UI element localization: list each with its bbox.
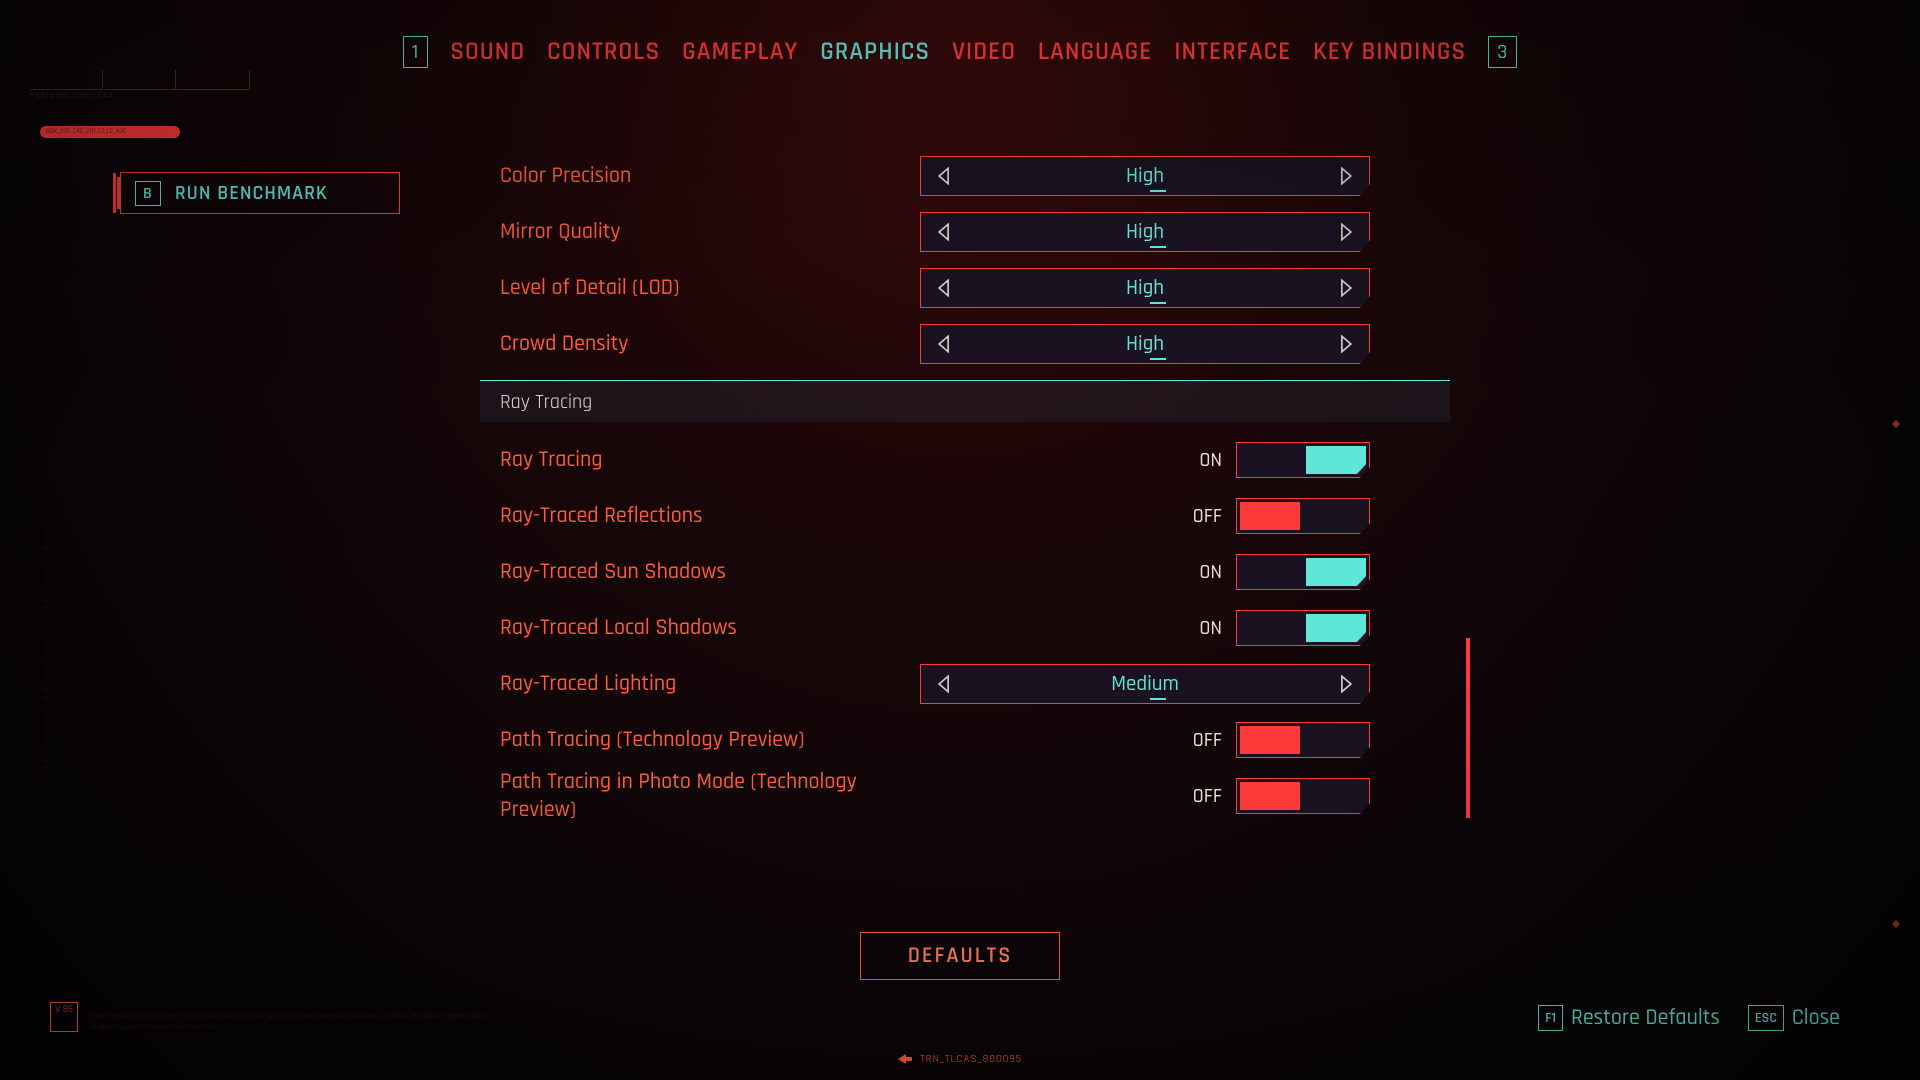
section-header-ray-tracing: Ray Tracing — [480, 380, 1450, 422]
toggle-state-label: OFF — [1193, 783, 1222, 809]
setting-label: Ray-Traced Sun Shadows — [480, 558, 920, 586]
tab-video[interactable]: VIDEO — [952, 36, 1016, 68]
restore-label: Restore Defaults — [1571, 1004, 1720, 1032]
selector-ray-traced-lighting[interactable]: Medium — [920, 664, 1370, 704]
selector-value: High — [965, 275, 1325, 302]
bottom-center-decor: TRN_TLCAS_800095 — [898, 1052, 1022, 1066]
setting-label: Path Tracing in Photo Mode (Technology P… — [480, 768, 920, 824]
selector-value: High — [965, 331, 1325, 358]
tab-sound[interactable]: SOUND — [450, 36, 525, 68]
setting-row: Path Tracing (Technology Preview) OFF — [480, 712, 1450, 768]
setting-row: Color Precision High — [480, 148, 1450, 204]
setting-label: Ray-Traced Local Shadows — [480, 614, 920, 642]
toggle-ray-traced-local-shadows[interactable] — [1236, 610, 1370, 646]
tab-interface[interactable]: INTERFACE — [1174, 36, 1291, 68]
scrollbar[interactable] — [1466, 638, 1470, 818]
side-text: 45_90000-00 90 AB/10 0E8000-1690 — [42, 250, 54, 770]
close-key: ESC — [1748, 1005, 1784, 1031]
setting-label: Color Precision — [480, 162, 920, 190]
setting-label: Ray Tracing — [480, 446, 920, 474]
selector-value: High — [965, 219, 1325, 246]
selector-value: Medium — [965, 671, 1325, 698]
tab-language[interactable]: LANGUAGE — [1038, 36, 1152, 68]
restore-key: F1 — [1538, 1005, 1563, 1031]
arrow-left-icon[interactable] — [921, 157, 965, 195]
settings-panel: Color Precision High Mirror Quality High… — [480, 148, 1450, 824]
arrow-left-icon[interactable] — [921, 269, 965, 307]
footer-shortcuts: F1 Restore Defaults ESC Close — [1538, 1004, 1840, 1032]
toggle-state-label: ON — [1199, 615, 1222, 641]
setting-label: Mirror Quality — [480, 218, 920, 246]
setting-label: Level of Detail (LOD) — [480, 274, 920, 302]
toggle-state-label: OFF — [1193, 503, 1222, 529]
setting-row: Level of Detail (LOD) High — [480, 260, 1450, 316]
selector-value: High — [965, 163, 1325, 190]
toggle-state-label: ON — [1199, 447, 1222, 473]
selector-level-of-detail-lod[interactable]: High — [920, 268, 1370, 308]
setting-row: Ray-Traced Lighting Medium — [480, 656, 1450, 712]
setting-row: Ray-Traced Reflections OFF — [480, 488, 1450, 544]
arrow-left-icon[interactable] — [921, 325, 965, 363]
benchmark-key: B — [135, 181, 161, 206]
left-decor: PROTOCOL 6520-A44 BRK_256_CKE_201_C1_L2_… — [30, 70, 250, 138]
toggle-state-label: OFF — [1193, 727, 1222, 753]
run-benchmark-button[interactable]: B RUN BENCHMARK — [120, 172, 400, 214]
setting-row: Ray-Traced Sun Shadows ON — [480, 544, 1450, 600]
setting-row: Crowd Density High — [480, 316, 1450, 372]
close-shortcut[interactable]: ESC Close — [1748, 1004, 1840, 1032]
arrow-left-icon[interactable] — [921, 665, 965, 703]
nav-prev-key[interactable]: 1 — [403, 36, 428, 68]
toggle-state-label: ON — [1199, 559, 1222, 585]
setting-row: Ray-Traced Local Shadows ON — [480, 600, 1450, 656]
toggle-ray-tracing[interactable] — [1236, 442, 1370, 478]
toggle-path-tracing-technology-preview[interactable] — [1236, 722, 1370, 758]
top-tabs: 1 SOUND CONTROLS GAMEPLAY GRAPHICS VIDEO LANG… — [0, 36, 1920, 68]
setting-row: Path Tracing in Photo Mode (Technology P… — [480, 768, 1450, 824]
arrow-right-icon[interactable] — [1325, 269, 1369, 307]
tab-gameplay[interactable]: GAMEPLAY — [682, 36, 798, 68]
toggle-ray-traced-sun-shadows[interactable] — [1236, 554, 1370, 590]
defaults-button[interactable]: DEFAULTS — [860, 932, 1060, 980]
arrow-right-icon[interactable] — [1325, 213, 1369, 251]
selector-crowd-density[interactable]: High — [920, 324, 1370, 364]
selector-mirror-quality[interactable]: High — [920, 212, 1370, 252]
tab-key-bindings[interactable]: KEY BINDINGS — [1313, 36, 1466, 68]
close-label: Close — [1792, 1004, 1840, 1032]
tab-controls[interactable]: CONTROLS — [547, 36, 660, 68]
restore-defaults-shortcut[interactable]: F1 Restore Defaults — [1538, 1004, 1720, 1032]
setting-row: Mirror Quality High — [480, 204, 1450, 260]
right-decor — [1880, 420, 1900, 480]
arrow-right-icon[interactable] — [1325, 157, 1369, 195]
toggle-path-tracing-in-photo-mode-technology-preview[interactable] — [1236, 778, 1370, 814]
setting-label: Ray-Traced Reflections — [480, 502, 920, 530]
setting-label: Crowd Density — [480, 330, 920, 358]
setting-label: Path Tracing (Technology Preview) — [480, 726, 920, 754]
nav-next-key[interactable]: 3 — [1488, 36, 1517, 68]
bottom-left-decor: V 85 Lorem ipsum dolor sit amet consecte… — [50, 1002, 490, 1032]
selector-color-precision[interactable]: High — [920, 156, 1370, 196]
arrow-right-icon[interactable] — [1325, 325, 1369, 363]
toggle-ray-traced-reflections[interactable] — [1236, 498, 1370, 534]
arrow-left-icon[interactable] — [921, 213, 965, 251]
setting-row: Ray Tracing ON — [480, 432, 1450, 488]
benchmark-label: RUN BENCHMARK — [175, 180, 328, 206]
setting-label: Ray-Traced Lighting — [480, 670, 920, 698]
arrow-right-icon[interactable] — [1325, 665, 1369, 703]
tab-graphics[interactable]: GRAPHICS — [820, 36, 930, 68]
